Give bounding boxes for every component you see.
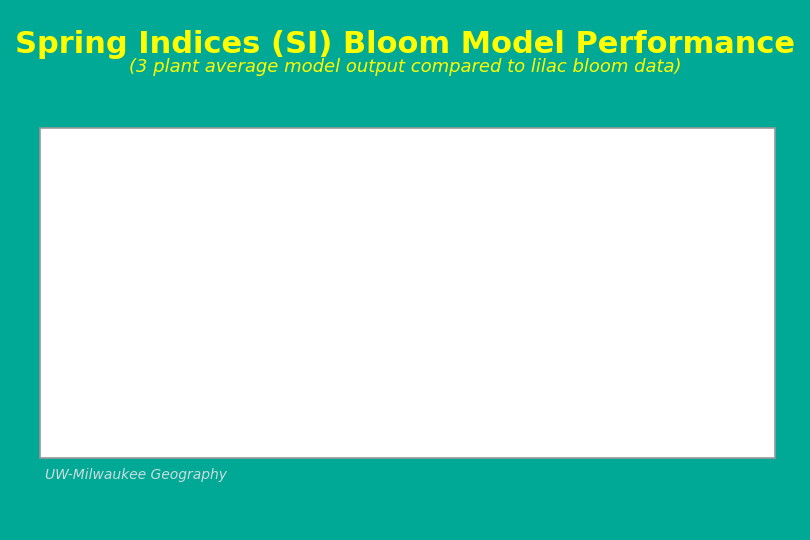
Text: Spring Indices (SI) Bloom Model Performance: Spring Indices (SI) Bloom Model Performa…: [15, 30, 795, 59]
Text: (3 plant average model output compared to lilac bloom data): (3 plant average model output compared t…: [129, 58, 681, 76]
FancyBboxPatch shape: [40, 128, 775, 458]
Text: UW-Milwaukee Geography: UW-Milwaukee Geography: [45, 468, 227, 482]
